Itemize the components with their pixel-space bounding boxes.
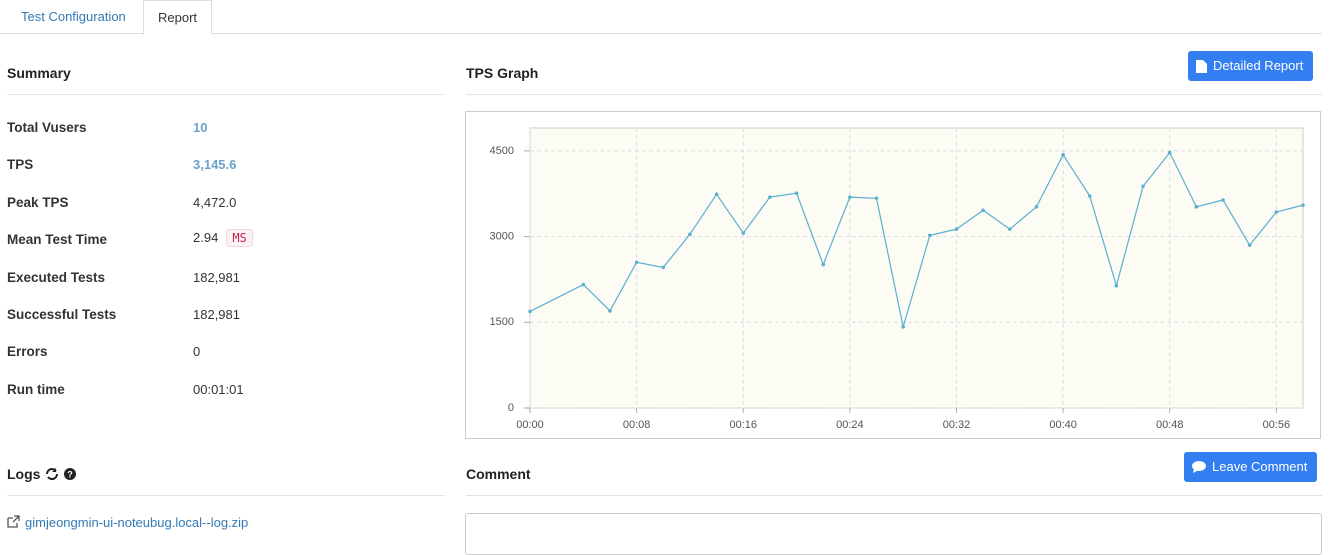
icon [1192,461,1206,473]
data-point [528,309,532,314]
section-title: Summary [7,65,71,81]
section-title: Comment [466,466,531,482]
detailed-report-button[interactable]: Detailed Report [1188,51,1314,81]
comment-box[interactable] [465,513,1322,555]
summary-label: Executed Tests [7,269,106,285]
log-file-link[interactable]: gimjeongmin-ui-noteubug.local--log.zip [25,515,249,530]
x-tick-label: 00:56 [1263,419,1291,431]
button-label: Detailed Report [1213,58,1304,73]
logs-title: Logs [7,466,41,482]
divider [466,94,1322,95]
tab[interactable]: Test Configuration [21,9,126,24]
summary-value: 182,981 [193,307,240,322]
summary-value: 10 [193,120,207,135]
data-point [688,232,692,237]
summary-label: Successful Tests [7,307,117,322]
value-text: 2.94 [193,230,219,246]
data-point [794,191,799,195]
leave-comment-button[interactable]: Leave Comment [1184,452,1318,482]
divider [7,94,445,95]
data-point [1114,283,1119,288]
unit-badge: MS [226,229,253,248]
plot-area [529,127,1304,409]
data-point [1141,184,1145,189]
data-point [1087,194,1092,198]
tab[interactable]: Report [143,0,213,35]
data-point [874,196,879,201]
summary-value: 4,472.0 [193,195,236,210]
data-point [634,260,639,265]
svg-text:?: ? [68,469,74,479]
summary-label: TPS [7,157,34,173]
summary-value: 3,145.6 [193,157,236,172]
data-point [848,195,852,199]
chart: 0 1500 3000 4500 00:00 00:08 00:16 00:24 00:32 00… [465,111,1321,439]
value-text: 4,472.0 [193,194,237,210]
x-tick-label: 00:32 [943,419,971,431]
value-text: 3,145.6 [193,157,237,173]
value-text: 182,981 [193,307,240,322]
data-point [1061,153,1065,157]
data-point [928,233,932,238]
x-tick-label: 00:08 [623,419,651,431]
data-point [954,227,959,231]
y-tick-label: 3000 [490,230,514,242]
external-link-icon [7,515,20,528]
data-point [1007,227,1012,231]
value-text: 10 [193,120,208,135]
data-point [1034,205,1039,209]
summary-label: Errors [7,344,48,360]
data-point [581,282,586,287]
tab-bar: Test Configuration Report [0,0,1322,35]
data-point [1247,243,1252,247]
y-tick-label: 0 [508,402,514,414]
x-tick-label: 00:16 [729,419,757,431]
divider [7,495,445,496]
summary-label: Mean Test Time [7,232,108,248]
value-text: 0 [193,344,201,360]
y-tick-label: 4500 [490,145,514,157]
data-point [1167,150,1172,155]
summary-value: 0 [193,344,200,359]
log-icons[interactable]: ? [44,467,78,481]
x-tick-label: 00:24 [836,419,864,431]
data-point [1194,205,1199,209]
x-tick-label: 00:00 [516,419,544,431]
value-text: 00:01:01 [193,381,244,397]
data-point [661,265,666,270]
x-tick-label: 00:40 [1049,419,1077,431]
data-point [1301,203,1305,207]
data-point [901,325,905,329]
button-label: Leave Comment [1212,459,1308,474]
data-point [981,208,985,213]
x-tick-label: 00:48 [1156,419,1184,431]
section-title: Logs ? [7,466,78,482]
data-point [768,195,772,199]
data-point [1221,198,1225,202]
data-point [741,231,746,235]
y-tick-label: 1500 [490,316,514,328]
summary-label: Total Vusers [7,120,87,135]
icon [1196,59,1207,73]
summary-label: Peak TPS [7,194,69,210]
data-point [714,192,719,197]
section-title: TPS Graph [466,65,539,81]
summary-value: 2.94 MS [193,229,253,248]
data-point [1274,210,1279,214]
data-point [608,309,612,313]
summary-label: Run time [7,381,65,397]
data-point [821,262,826,267]
value-text: 182,981 [193,269,240,285]
summary-value: 182,981 [193,270,240,285]
summary-value: 00:01:01 [193,382,244,397]
divider [466,495,1322,496]
